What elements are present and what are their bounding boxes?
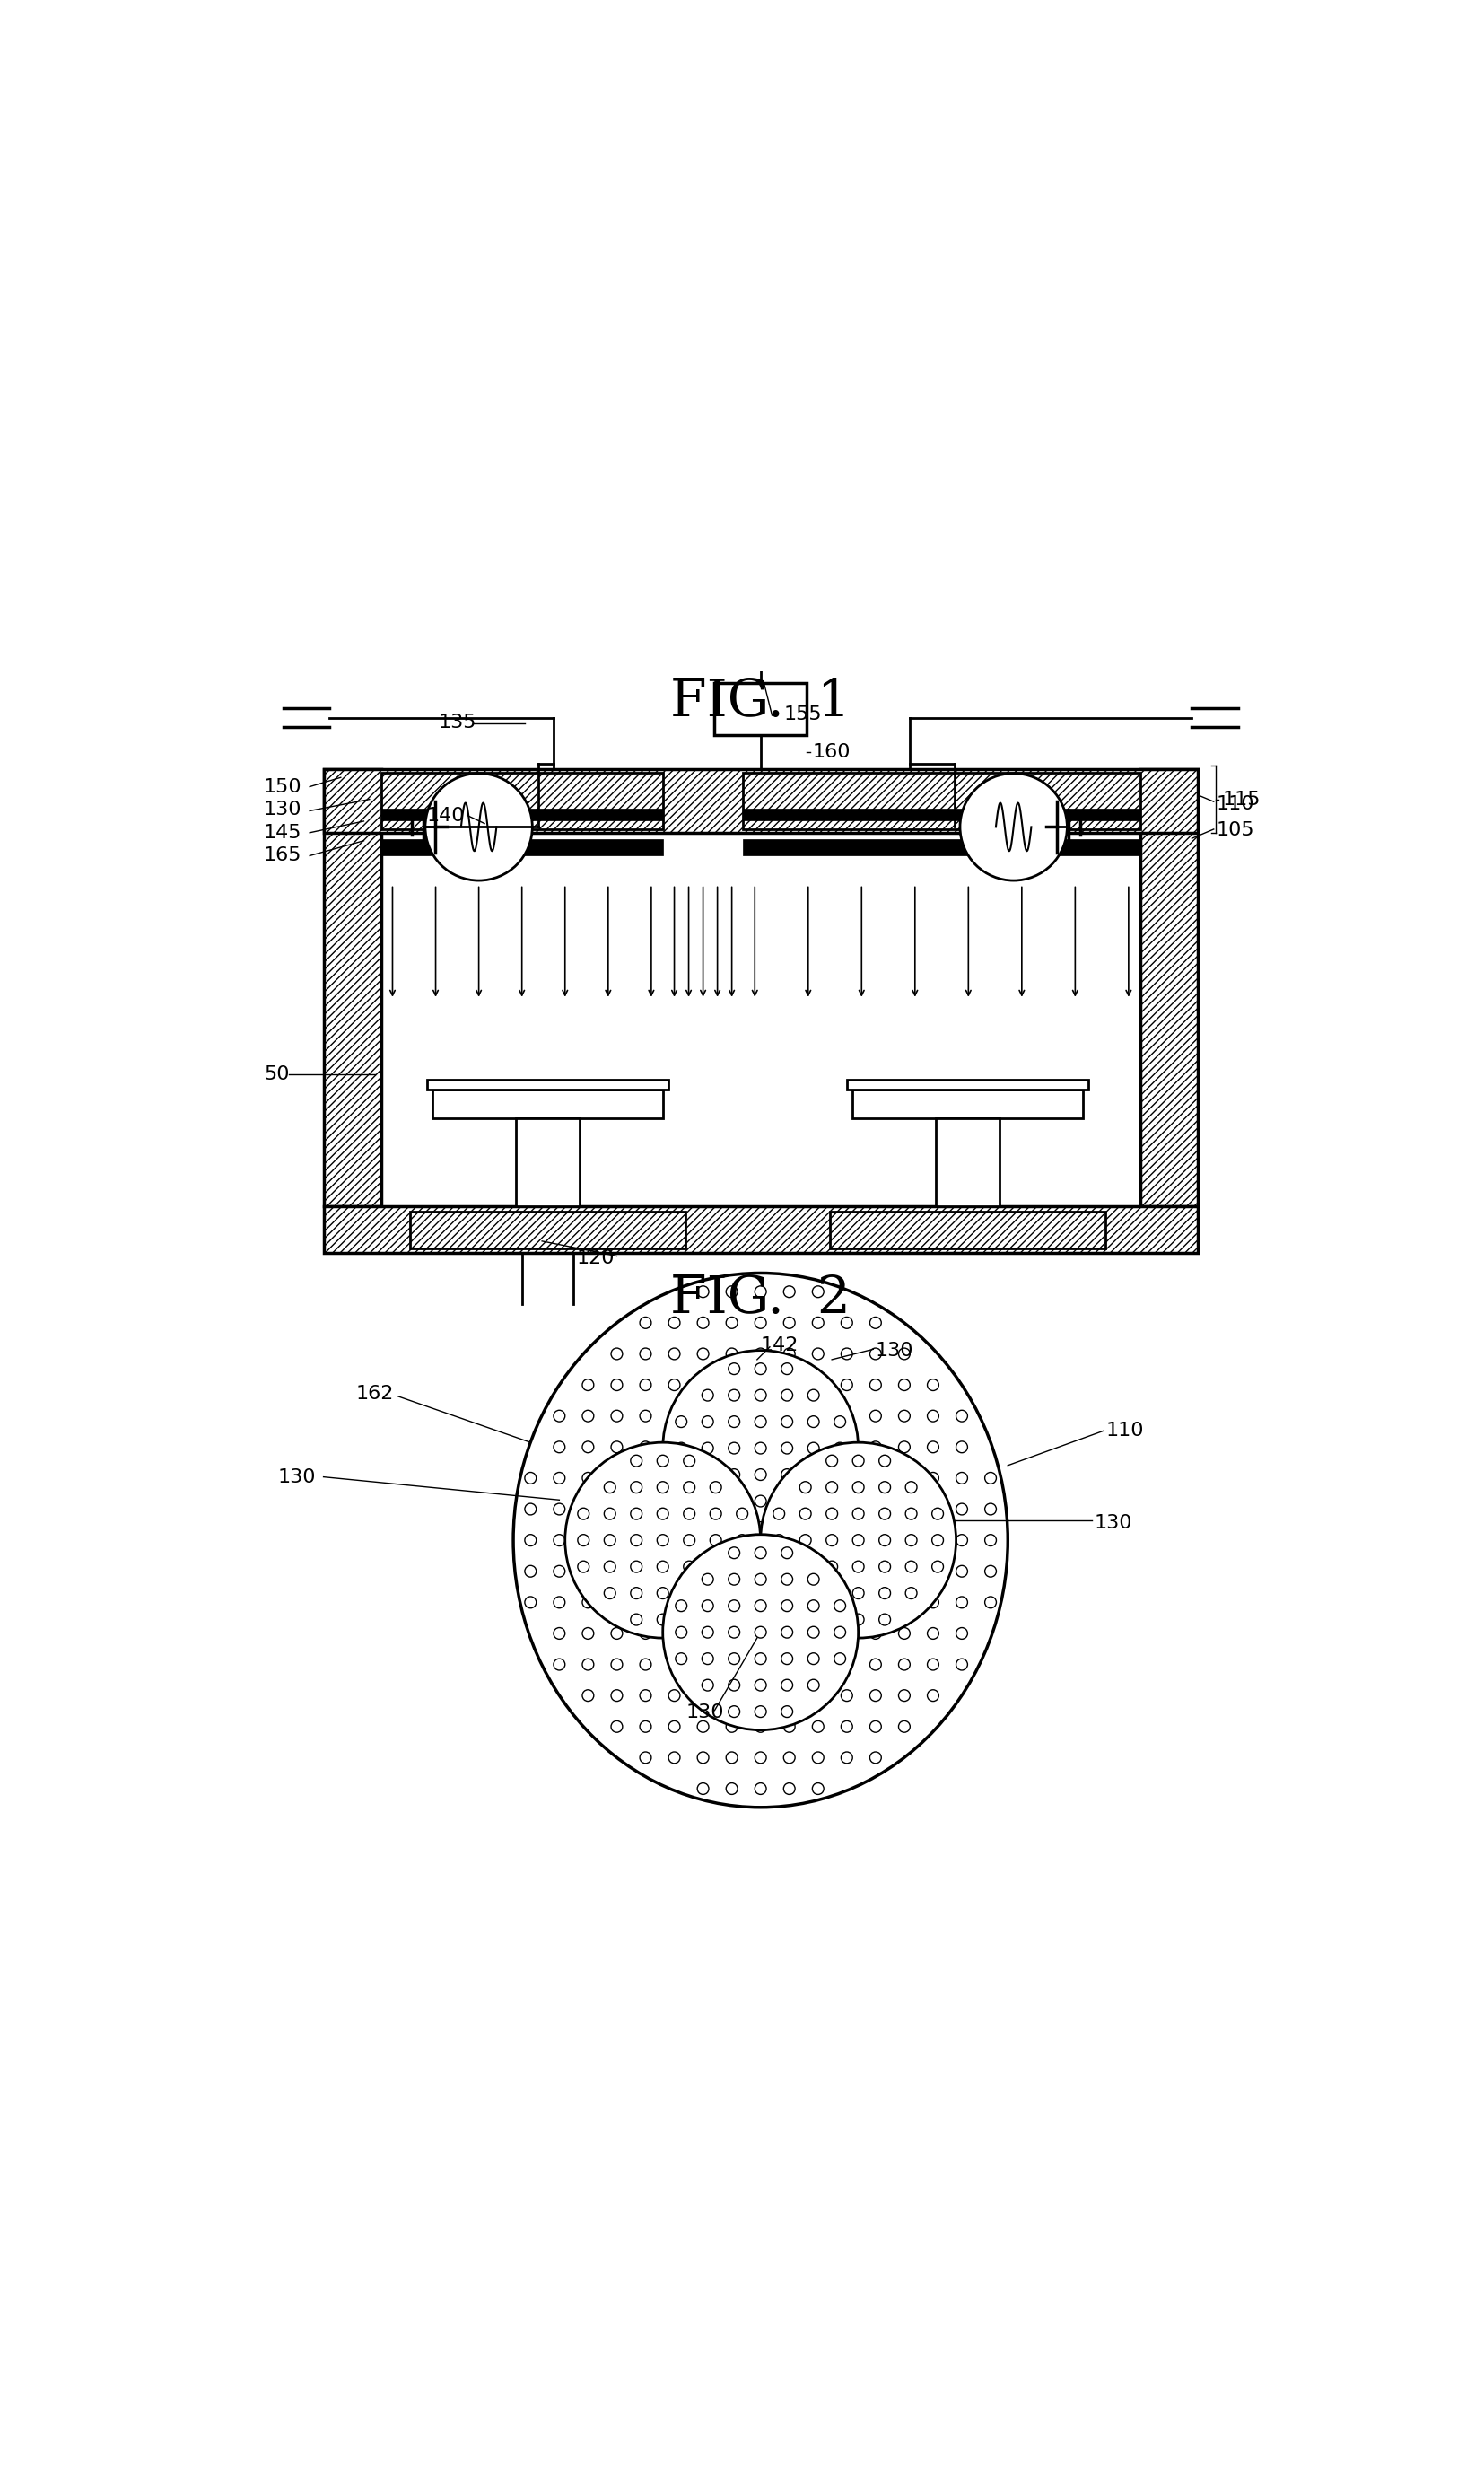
- Polygon shape: [410, 1212, 686, 1247]
- Text: 140: 140: [427, 807, 464, 825]
- Text: 115: 115: [1223, 790, 1261, 807]
- Text: 162: 162: [356, 1385, 393, 1402]
- Circle shape: [960, 773, 1067, 881]
- Polygon shape: [1140, 770, 1198, 1207]
- Polygon shape: [936, 1118, 999, 1207]
- Text: 130: 130: [686, 1704, 724, 1721]
- Text: FIG.  2: FIG. 2: [671, 1274, 850, 1323]
- Text: 110: 110: [1215, 795, 1254, 812]
- Circle shape: [760, 1442, 956, 1637]
- Text: 50: 50: [264, 1064, 289, 1084]
- Text: 105: 105: [1215, 822, 1254, 839]
- Polygon shape: [847, 1079, 1088, 1089]
- Polygon shape: [381, 839, 663, 857]
- Circle shape: [565, 1442, 761, 1637]
- Circle shape: [426, 773, 533, 881]
- Text: 130: 130: [264, 800, 301, 820]
- Polygon shape: [427, 1079, 668, 1089]
- Circle shape: [663, 1351, 858, 1546]
- Polygon shape: [324, 1207, 1198, 1252]
- Text: 165: 165: [264, 847, 301, 864]
- Text: FIG.  1: FIG. 1: [671, 677, 850, 726]
- Text: 135: 135: [439, 714, 476, 731]
- Text: 110: 110: [1106, 1422, 1144, 1439]
- Text: 145: 145: [264, 825, 301, 842]
- Polygon shape: [743, 807, 1140, 820]
- Polygon shape: [830, 1212, 1106, 1247]
- Polygon shape: [853, 1089, 1083, 1118]
- Text: 130: 130: [1094, 1513, 1132, 1531]
- Polygon shape: [743, 839, 1140, 857]
- Text: 130: 130: [876, 1341, 914, 1360]
- Text: 142: 142: [761, 1336, 798, 1355]
- Text: 160: 160: [812, 743, 850, 760]
- Polygon shape: [743, 773, 1140, 830]
- Text: 130: 130: [278, 1469, 316, 1486]
- Circle shape: [663, 1533, 858, 1731]
- Text: 120: 120: [576, 1249, 614, 1267]
- Text: 150: 150: [264, 778, 301, 795]
- Ellipse shape: [513, 1274, 1008, 1807]
- Polygon shape: [381, 807, 663, 820]
- Text: 155: 155: [784, 706, 822, 723]
- Bar: [715, 684, 807, 736]
- Polygon shape: [381, 773, 663, 830]
- Polygon shape: [324, 770, 381, 1207]
- Polygon shape: [433, 1089, 663, 1118]
- Polygon shape: [324, 770, 1198, 832]
- Polygon shape: [516, 1118, 579, 1207]
